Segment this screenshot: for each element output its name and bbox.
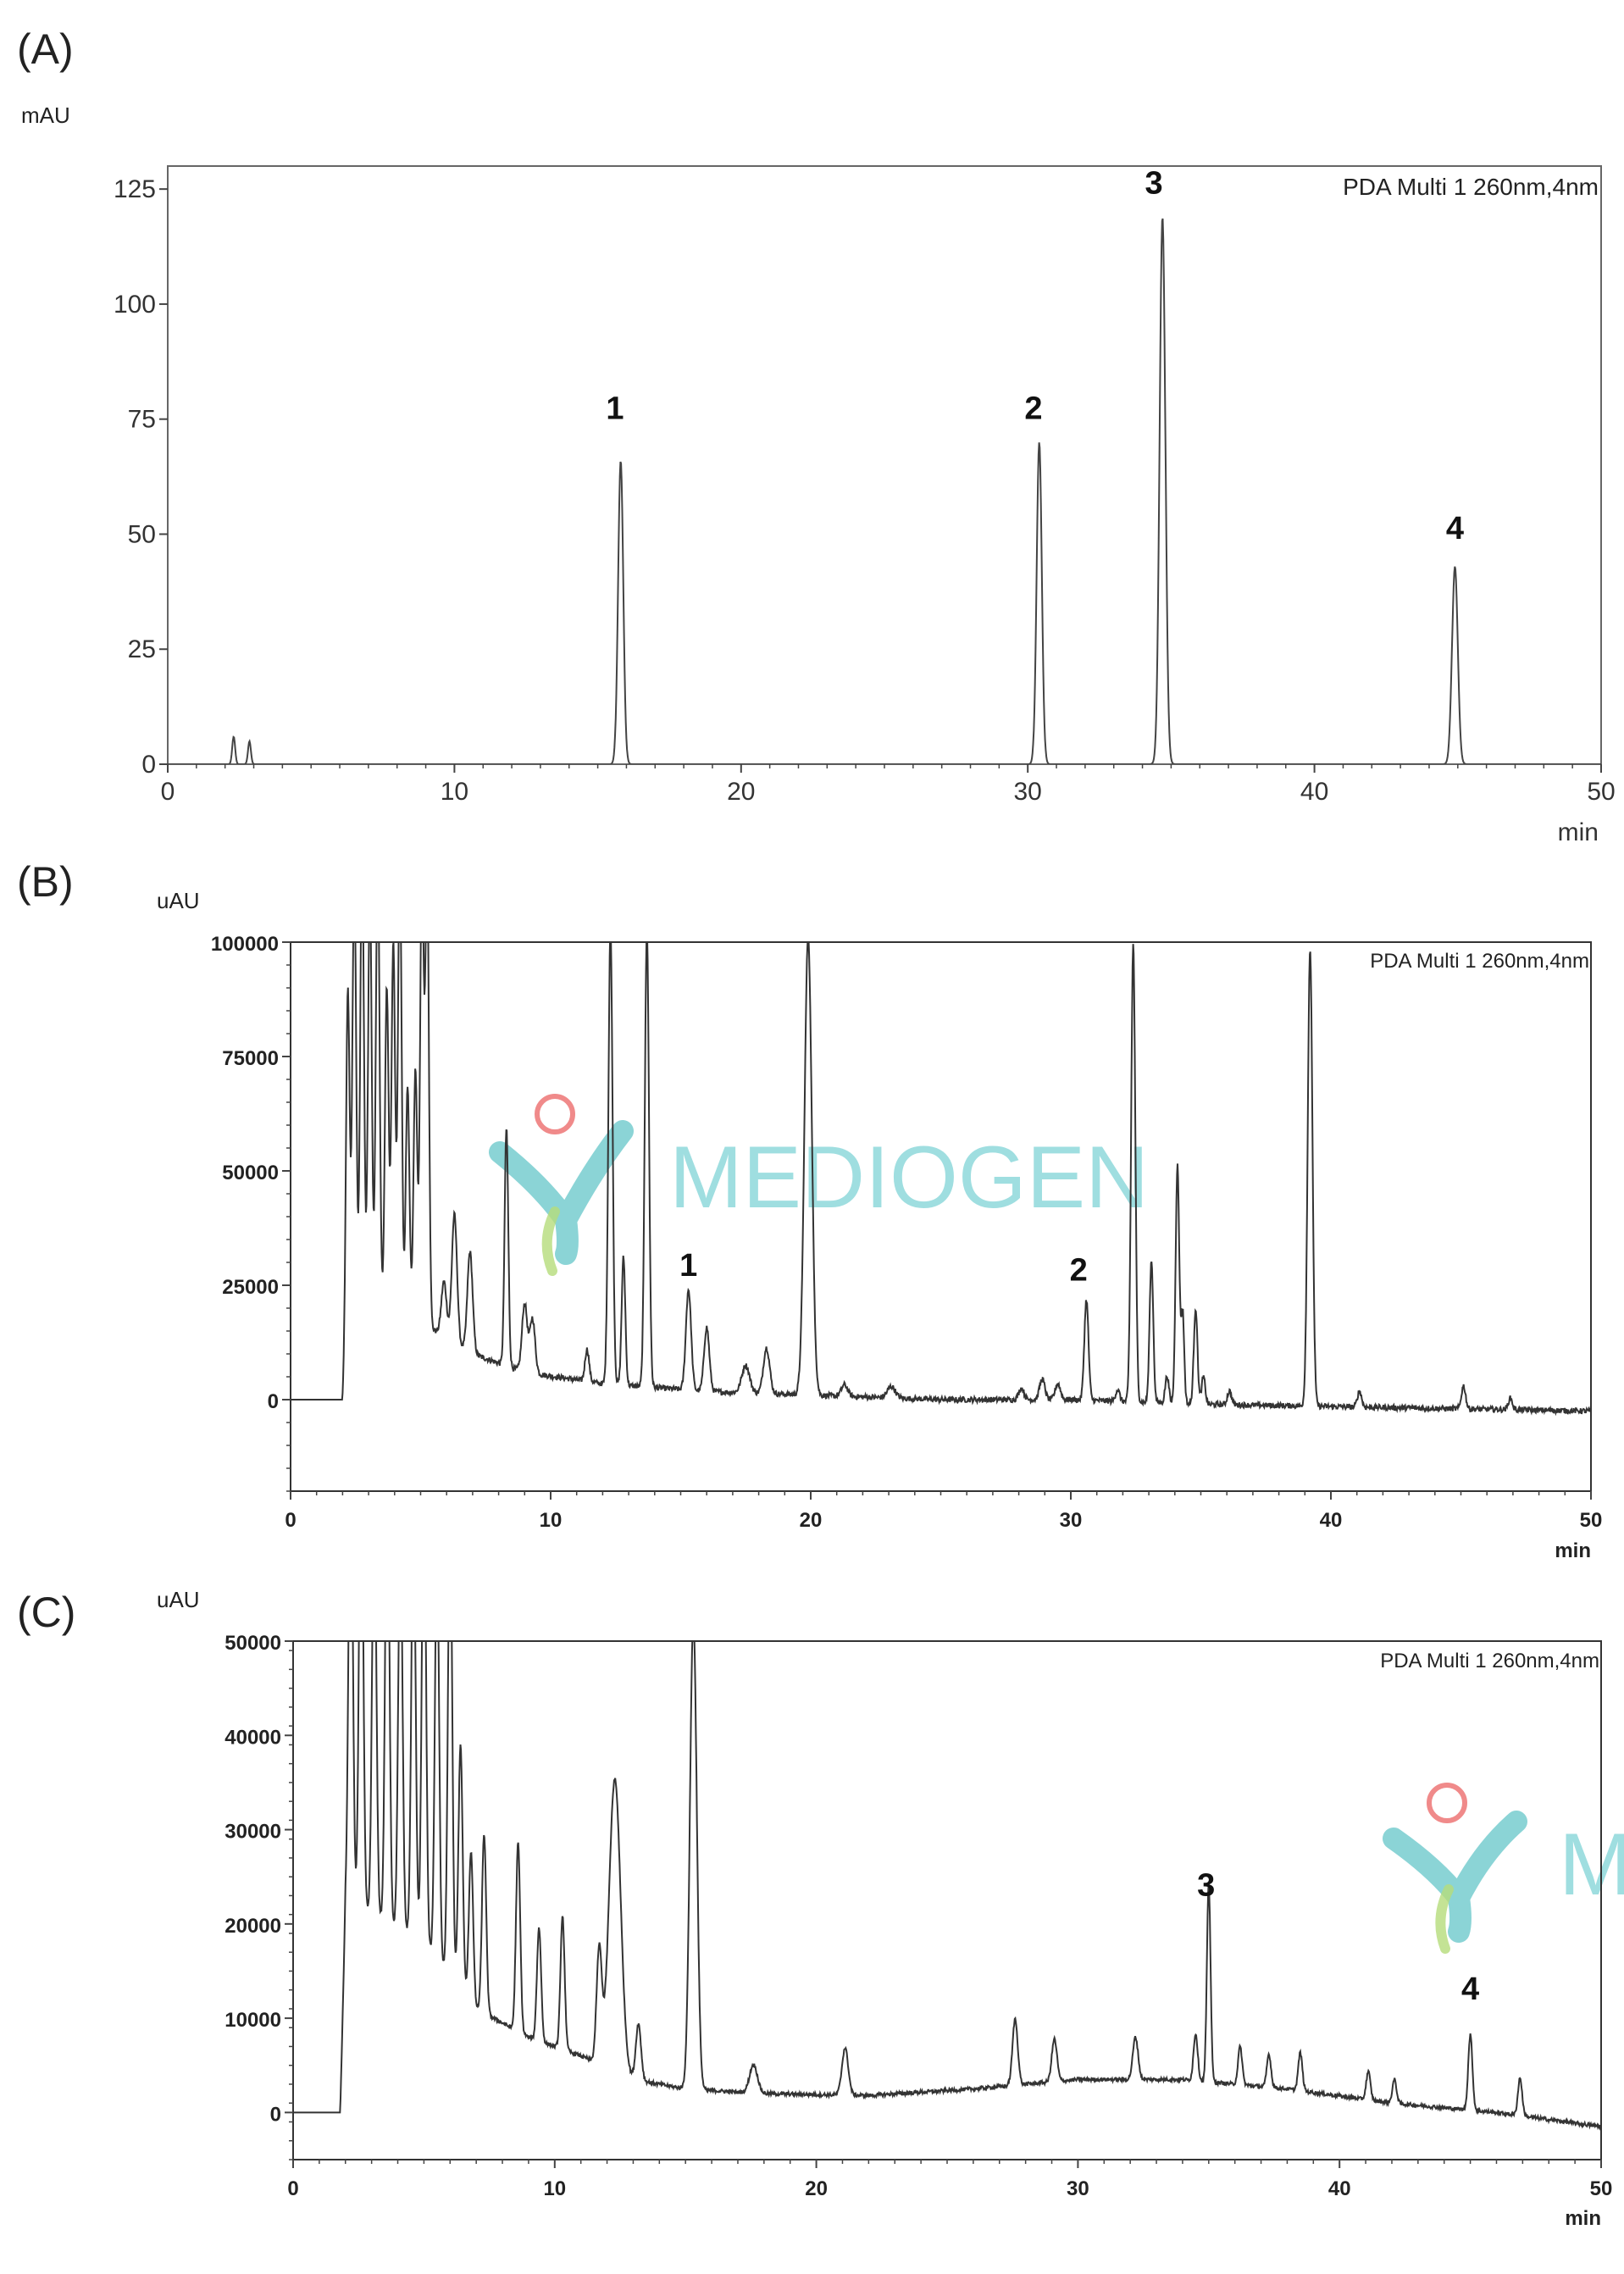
watermark-logo: MEDIOGEN xyxy=(489,1094,1149,1276)
panel-label: (C) xyxy=(17,1589,75,1636)
x-tick-label: 0 xyxy=(285,1509,296,1532)
logo-leaf xyxy=(1435,1884,1454,1954)
x-tick-label: 20 xyxy=(800,1509,823,1532)
panel-b: (B) uAU MEDIOGEN 02500050000750001000000… xyxy=(17,858,1602,1562)
legend-text: PDA Multi 1 260nm,4nm xyxy=(1380,1650,1599,1672)
x-tick-label: 50 xyxy=(1587,778,1615,806)
x-tick-label: 10 xyxy=(543,2177,566,2200)
x-tick-label: 20 xyxy=(727,778,755,806)
peak-label: 1 xyxy=(679,1248,697,1284)
x-tick-label: 50 xyxy=(1580,1509,1603,1532)
y-tick-label: 125 xyxy=(114,175,156,203)
y-axis-unit: uAU xyxy=(157,1587,200,1612)
panel-a: (A) mAU 0 25 50 75 100 125 0 10 20 30 40 50 1 2 3 4 PD… xyxy=(17,25,1616,846)
y-tick-label: 75000 xyxy=(222,1047,279,1070)
logo-circle xyxy=(535,1094,575,1134)
x-tick-label: 40 xyxy=(1328,2177,1351,2200)
peak-label: 2 xyxy=(1024,391,1042,427)
y-tick-label: 25 xyxy=(128,635,156,663)
peak-label: 2 xyxy=(1070,1253,1088,1289)
x-tick-label: 10 xyxy=(540,1509,563,1532)
x-tick-label: 30 xyxy=(1014,778,1042,806)
axis-ticks: 0 10000 20000 30000 40000 50000 0 10 20 30 40 50 xyxy=(224,1632,1612,2200)
x-axis-unit: min xyxy=(1558,818,1599,846)
legend-text: PDA Multi 1 260nm,4nm xyxy=(1370,950,1589,973)
y-tick-label: 40000 xyxy=(224,1726,281,1749)
y-tick-label: 0 xyxy=(141,751,156,779)
chromatogram-trace xyxy=(293,1641,1601,2131)
logo-figure xyxy=(489,1120,634,1265)
logo-leaf xyxy=(541,1206,560,1276)
legend-text: PDA Multi 1 260nm,4nm xyxy=(1343,174,1599,200)
y-axis-unit: uAU xyxy=(157,888,200,913)
x-tick-label: 20 xyxy=(805,2177,828,2200)
panel-label: (A) xyxy=(17,25,74,73)
peak-labels: 34 xyxy=(1197,1867,1479,2006)
logo-figure xyxy=(1383,1811,1527,1943)
peak-label: 4 xyxy=(1446,511,1464,546)
watermark-logo: M xyxy=(1383,1783,1624,1954)
y-tick-label: 100000 xyxy=(211,933,279,956)
y-tick-label: 75 xyxy=(128,406,156,434)
y-tick-label: 20000 xyxy=(224,1915,281,1938)
axis-ticks: 0 25000 50000 75000 100000 0 10 20 30 40 50 xyxy=(211,933,1602,1532)
watermark-text: MEDIOGEN xyxy=(669,1129,1149,1227)
y-tick-label: 50000 xyxy=(224,1632,281,1655)
y-tick-label: 10000 xyxy=(224,2009,281,2032)
chromatogram-trace xyxy=(291,942,1591,1417)
y-tick-label: 25000 xyxy=(222,1276,279,1299)
peak-label: 3 xyxy=(1145,166,1163,202)
x-tick-label: 40 xyxy=(1320,1509,1343,1532)
x-tick-label: 40 xyxy=(1300,778,1328,806)
x-tick-label: 0 xyxy=(287,2177,298,2200)
peak-labels: 1 2 3 4 xyxy=(606,166,1464,546)
axis-ticks: 0 25 50 75 100 125 0 10 20 30 40 50 xyxy=(114,175,1616,806)
plot-frame xyxy=(292,1640,1602,2160)
x-tick-label: 30 xyxy=(1067,2177,1089,2200)
logo-circle xyxy=(1427,1783,1467,1823)
panel-label: (B) xyxy=(17,858,74,906)
peak-label: 4 xyxy=(1461,1972,1479,2007)
y-tick-label: 0 xyxy=(270,2103,281,2126)
x-tick-label: 50 xyxy=(1590,2177,1613,2200)
panel-c: (C) uAU M 0 10000 20000 30000 40000 50000 0 10 2… xyxy=(17,1587,1624,2230)
x-axis-unit: min xyxy=(1555,1539,1591,1562)
x-tick-label: 30 xyxy=(1060,1509,1083,1532)
y-tick-label: 30000 xyxy=(224,1821,281,1844)
y-tick-label: 50 xyxy=(128,520,156,548)
x-axis-unit: min xyxy=(1565,2207,1601,2230)
y-tick-label: 100 xyxy=(114,291,156,319)
peak-label: 1 xyxy=(606,391,624,427)
y-tick-label: 0 xyxy=(268,1390,279,1413)
x-tick-label: 10 xyxy=(441,778,468,806)
y-axis-unit: mAU xyxy=(21,103,70,128)
watermark-text: M xyxy=(1559,1816,1624,1914)
peak-label: 3 xyxy=(1197,1867,1215,1903)
plot-frame xyxy=(167,165,1602,765)
y-tick-label: 50000 xyxy=(222,1162,279,1184)
x-tick-label: 0 xyxy=(161,778,175,806)
chromatogram-trace xyxy=(168,218,1601,764)
